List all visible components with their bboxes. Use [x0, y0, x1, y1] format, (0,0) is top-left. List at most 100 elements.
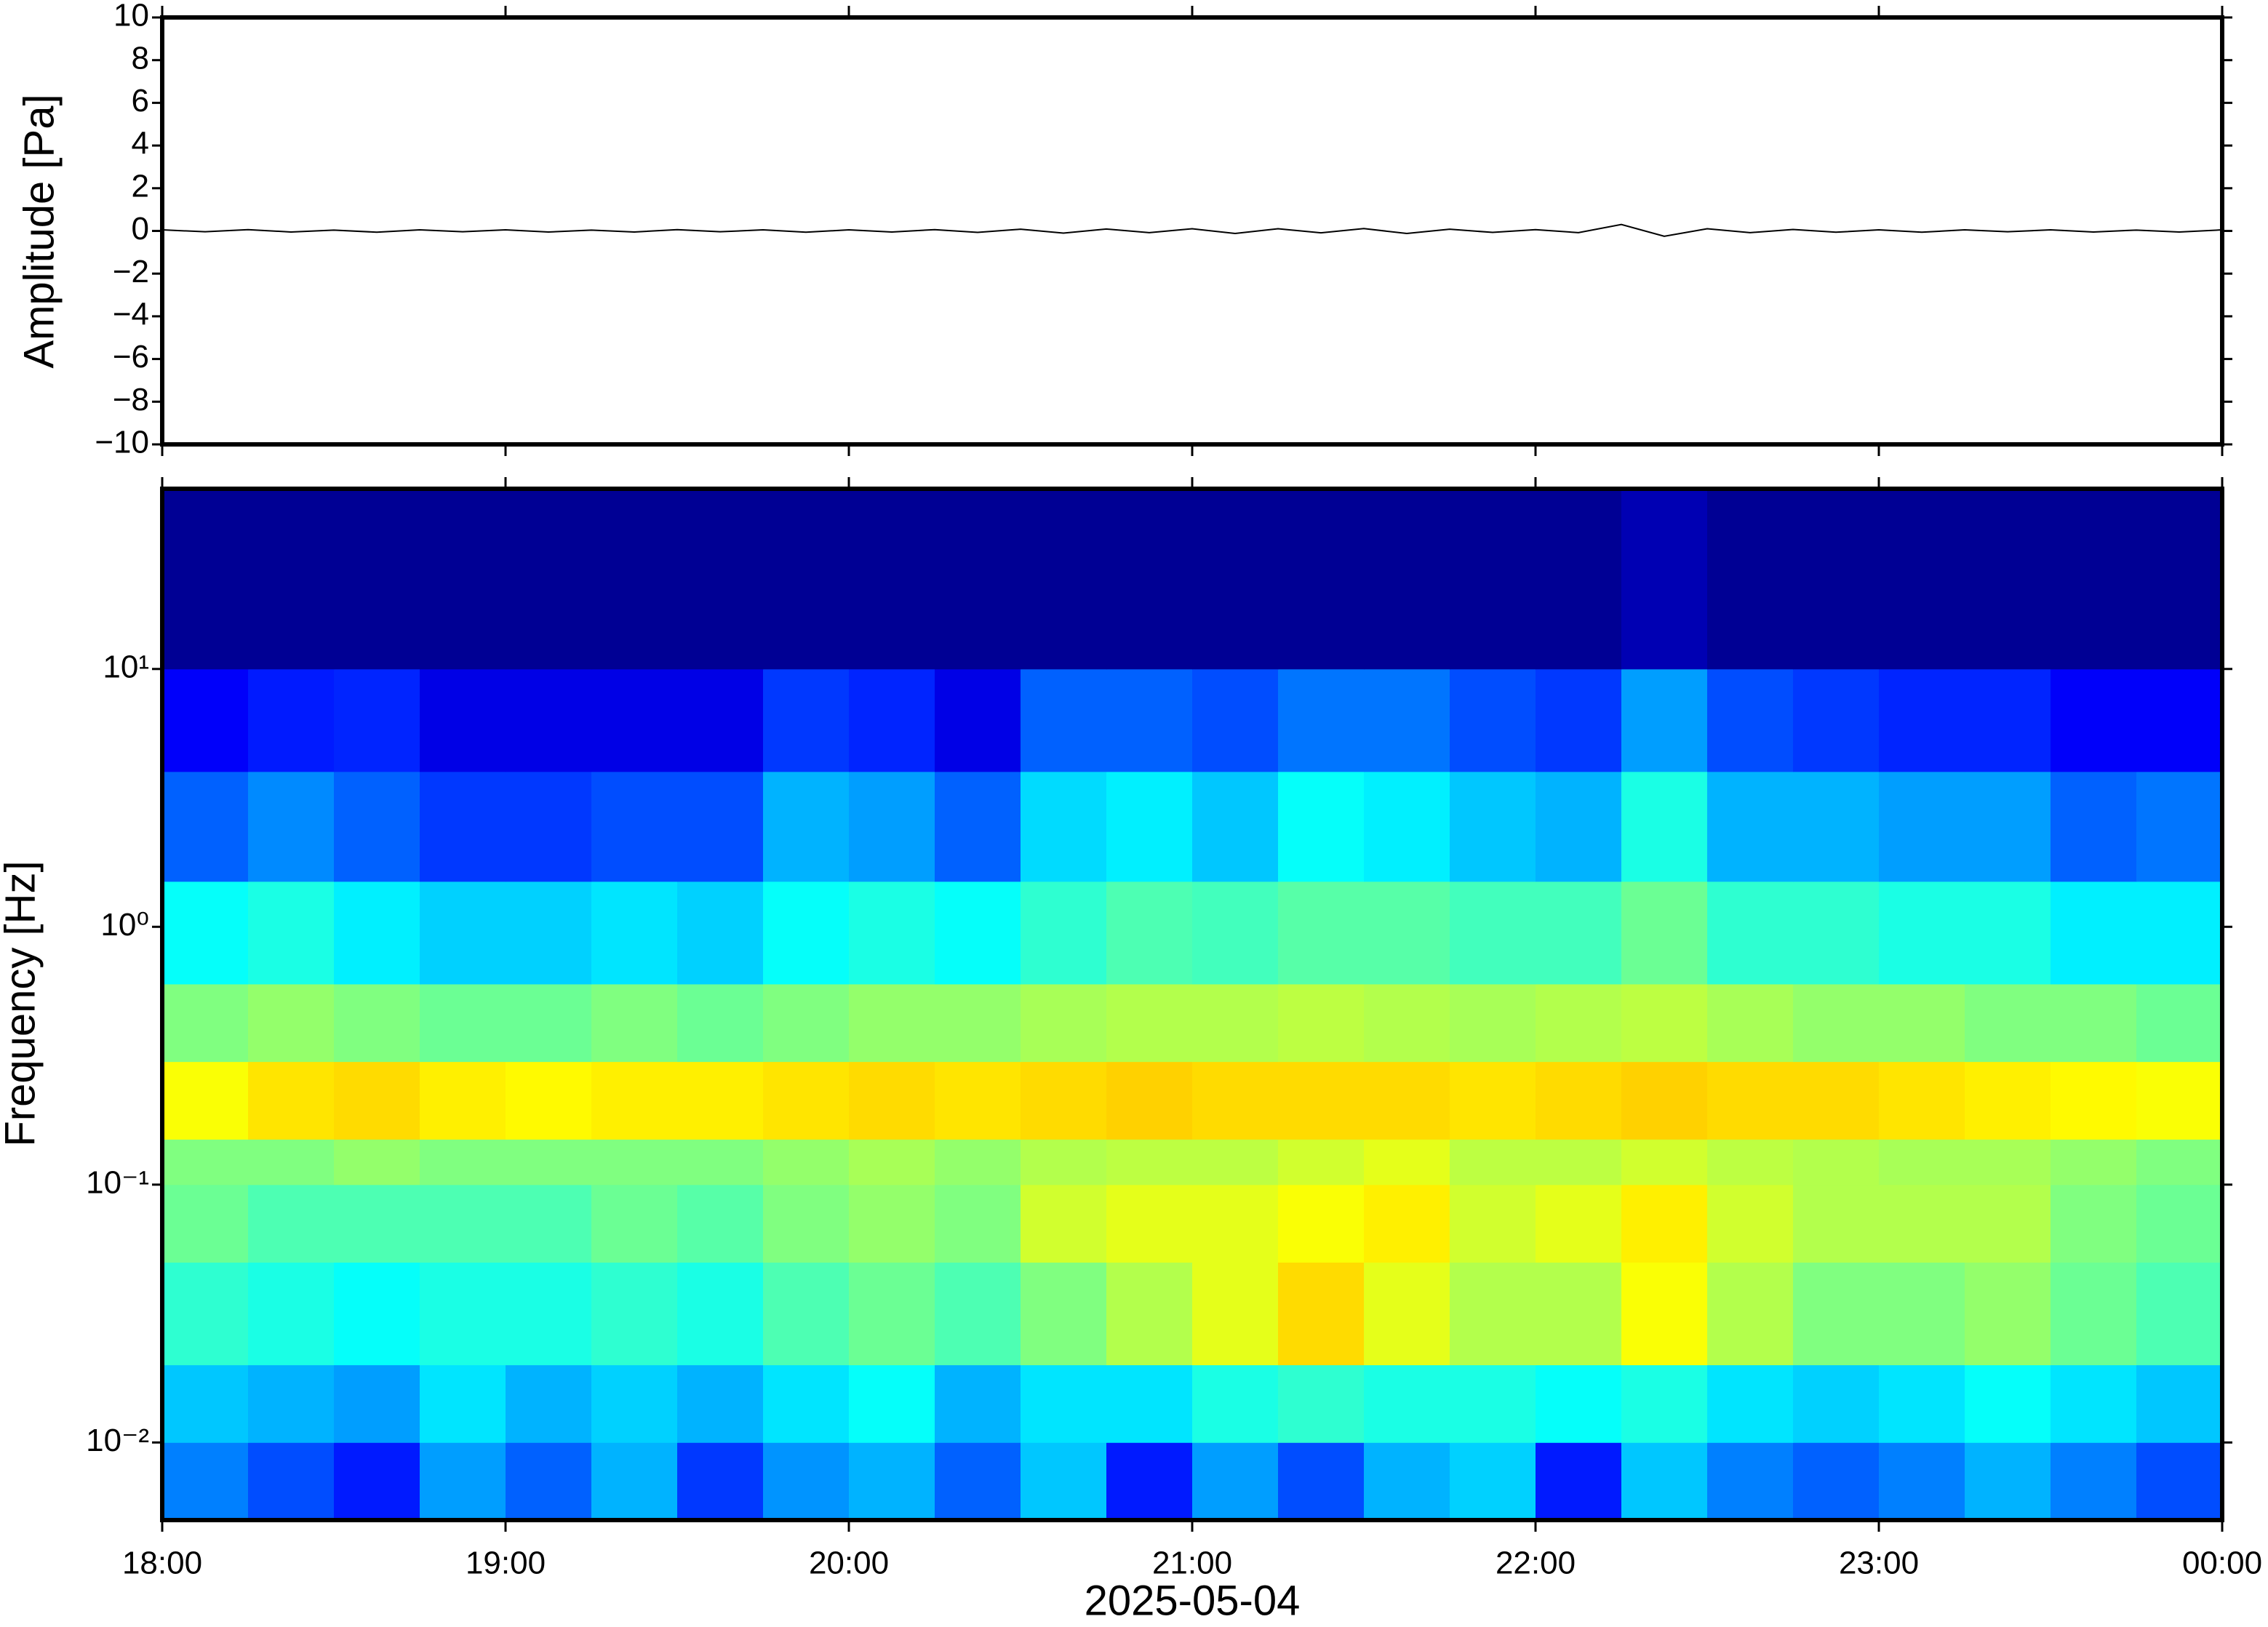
spectrogram-cell: [1621, 1184, 1708, 1263]
spectrogram-cell: [1192, 489, 1279, 670]
spectrogram-cell: [1106, 489, 1193, 670]
spectrogram-cell: [162, 1262, 249, 1366]
spectrogram-cell: [1965, 1061, 2051, 1140]
spectrogram-cell: [1021, 1184, 1107, 1263]
spectrogram-cell: [1021, 1262, 1107, 1366]
spectrogram-cell: [1707, 983, 1794, 1063]
spectrogram-cell: [1707, 1262, 1794, 1366]
spectrogram-cell: [1621, 983, 1708, 1063]
spectrogram-cell: [935, 1184, 1021, 1263]
spectrogram-cell: [1106, 1139, 1193, 1186]
spectrogram-cell: [763, 881, 850, 985]
spectrogram-cell: [1364, 1061, 1450, 1140]
spectrogram-cell: [849, 489, 935, 670]
spectrogram-cell: [591, 1139, 678, 1186]
spectrogram-cell: [1879, 1184, 1965, 1263]
spectrogram-cell: [1965, 668, 2051, 772]
spectrogram-cell: [677, 1139, 764, 1186]
spectrogram-cell: [2051, 1139, 2137, 1186]
spectrogram-cell: [1536, 1184, 1622, 1263]
y-axis-label: Amplitude [Pa]: [15, 94, 63, 368]
spectrogram-cell: [2136, 1139, 2223, 1186]
spectrogram-cell: [677, 1184, 764, 1263]
spectrogram-cell: [506, 1442, 592, 1521]
spectrogram-cell: [763, 489, 850, 670]
spectrogram-cell: [248, 668, 335, 772]
y-tick-label: 10⁰: [100, 907, 149, 943]
spectrogram-cell: [1364, 771, 1450, 882]
spectrogram-cell: [591, 881, 678, 985]
x-tick-label: 19:00: [466, 1546, 546, 1581]
spectrogram-cell: [1793, 1184, 1880, 1263]
spectrogram-cell: [677, 881, 764, 985]
spectrogram-cell: [2136, 1184, 2223, 1263]
spectrogram-cell: [1450, 1442, 1536, 1521]
spectrogram-cell: [248, 1442, 335, 1521]
spectrogram-cell: [420, 668, 506, 772]
spectrogram-cell: [1621, 881, 1708, 985]
spectrogram-cell: [2051, 771, 2137, 882]
spectrogram-cell: [677, 1364, 764, 1443]
spectrogram-cell: [935, 983, 1021, 1063]
spectrogram-cell: [1106, 1364, 1193, 1443]
spectrogram-cell: [2136, 489, 2223, 670]
spectrogram-cell: [763, 771, 850, 882]
y-tick-label: −2: [113, 254, 149, 289]
spectrogram-cell: [1364, 1364, 1450, 1443]
spectrogram-cell: [1621, 1364, 1708, 1443]
spectrogram-cell: [1707, 1364, 1794, 1443]
spectrogram-cell: [2136, 983, 2223, 1063]
spectrogram-cell: [1879, 489, 1965, 670]
spectrogram-cell: [162, 1139, 249, 1186]
spectrogram-cell: [1278, 983, 1365, 1063]
spectrogram-cell: [162, 1442, 249, 1521]
spectrogram-cell: [1106, 1184, 1193, 1263]
spectrogram-cell: [1793, 489, 1880, 670]
spectrogram-cell: [2051, 668, 2137, 772]
spectrogram-cell: [1536, 983, 1622, 1063]
spectrogram-cell: [591, 771, 678, 882]
spectrogram-cell: [935, 1364, 1021, 1443]
spectrogram-cell: [935, 1061, 1021, 1140]
spectrogram-cell: [591, 489, 678, 670]
spectrogram-cell: [420, 1262, 506, 1366]
spectrogram-cell: [763, 1442, 850, 1521]
spectrogram-cell: [591, 1364, 678, 1443]
spectrogram-cell: [2136, 881, 2223, 985]
spectrogram-cell: [2136, 771, 2223, 882]
spectrogram-cell: [677, 668, 764, 772]
spectrogram-cell: [506, 668, 592, 772]
spectrogram-cell: [849, 771, 935, 882]
spectrogram-cell: [1965, 771, 2051, 882]
spectrogram-cell: [1965, 489, 2051, 670]
spectrogram-cell: [334, 881, 420, 985]
spectrogram-cell: [1364, 1184, 1450, 1263]
spectrogram-cell: [1965, 1184, 2051, 1263]
spectrogram-cell: [1450, 1184, 1536, 1263]
spectrogram-cell: [1192, 1139, 1279, 1186]
spectrogram-cell: [1707, 771, 1794, 882]
spectrogram-cell: [1364, 1139, 1450, 1186]
spectrogram-cell: [1879, 771, 1965, 882]
spectrogram-cell: [334, 1184, 420, 1263]
spectrogram-cell: [162, 1184, 249, 1263]
spectrogram-cell: [849, 668, 935, 772]
spectrogram-cell: [1707, 1061, 1794, 1140]
spectrogram-cell: [1879, 881, 1965, 985]
spectrogram-cell: [935, 668, 1021, 772]
spectrogram-cell: [1879, 1061, 1965, 1140]
spectrogram-cell: [935, 881, 1021, 985]
spectrogram-cell: [1536, 1061, 1622, 1140]
spectrogram-cell: [1450, 1139, 1536, 1186]
spectrogram-cell: [849, 1184, 935, 1263]
spectrogram-cell: [1621, 1262, 1708, 1366]
spectrogram-cell: [1278, 668, 1365, 772]
spectrogram-cell: [1192, 1061, 1279, 1140]
spectrogram-cell: [1536, 668, 1622, 772]
spectrogram-cell: [1621, 1061, 1708, 1140]
spectrogram-cell: [1192, 1442, 1279, 1521]
spectrogram-cell: [1793, 1262, 1880, 1366]
y-tick-label: 10⁻²: [86, 1423, 149, 1458]
y-tick-label: 8: [132, 40, 149, 76]
spectrogram-cell: [248, 1139, 335, 1186]
